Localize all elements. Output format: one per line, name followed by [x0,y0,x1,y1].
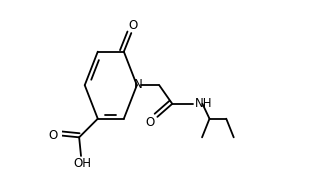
Text: NH: NH [195,97,212,110]
Text: O: O [49,129,58,142]
Text: N: N [133,78,142,91]
Text: O: O [128,19,138,32]
Text: O: O [145,116,155,129]
Text: OH: OH [74,157,92,170]
